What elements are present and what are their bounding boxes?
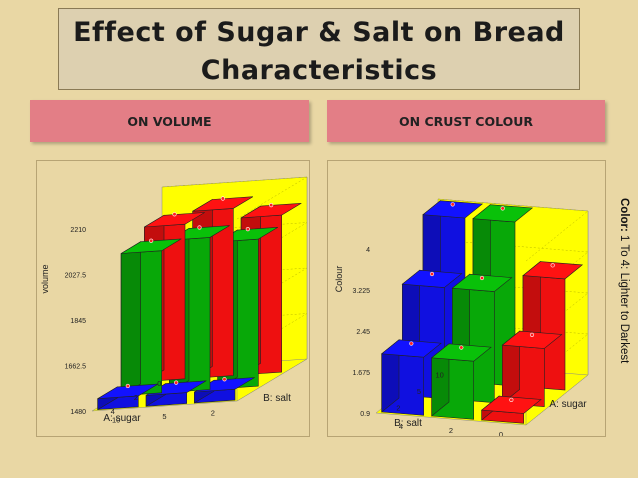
bar-face-top xyxy=(120,238,182,254)
volume-3d-bar-chart: 1480 1662.5 1845 2027.5 2210 10 5 2 4 2 0 volume A: … xyxy=(40,176,308,424)
z-tick-label: 3.225 xyxy=(352,288,370,295)
bar-face-top xyxy=(430,343,492,362)
design-point-marker xyxy=(125,383,130,389)
y-tick-label: 10 xyxy=(435,370,443,379)
banner-on-crust-colour: ON CRUST COLOUR xyxy=(327,100,605,142)
x-axis-title: A: sugar xyxy=(103,413,141,424)
bar-8 xyxy=(120,238,182,397)
z-axis-title: volume xyxy=(40,264,50,293)
bar-9 xyxy=(380,339,442,416)
wall-gridline xyxy=(161,313,308,356)
design-point-marker xyxy=(409,341,414,346)
banner-on-crust-colour-label: ON CRUST COLOUR xyxy=(399,113,533,129)
design-point-marker xyxy=(529,332,535,337)
bar-face-top xyxy=(480,395,542,414)
x-axis-title: B: salt xyxy=(394,418,422,429)
x-tick-label: 5 xyxy=(162,412,166,421)
y-tick-label: 0 xyxy=(157,379,161,388)
z-tick-label: 1845 xyxy=(70,318,86,325)
z-tick-label: 4 xyxy=(366,247,370,254)
bar-face-top xyxy=(97,383,159,399)
bar-face-top xyxy=(240,203,302,219)
x-tick-label: 4 xyxy=(399,422,403,431)
title-line-1: Effect of Sugar & Salt on Bread xyxy=(73,17,565,48)
bar-face-top xyxy=(472,204,534,223)
y-axis-title: B: salt xyxy=(263,393,291,404)
z-tick-label: 1.675 xyxy=(352,370,370,377)
y-tick-label: 5 xyxy=(417,387,421,396)
bar-face-top xyxy=(501,330,563,349)
x-tick-label: 2 xyxy=(449,426,453,435)
colour-scale-rest: 1 To 4: Lighter to Darkest xyxy=(618,231,630,364)
bar-face-top xyxy=(144,212,205,228)
banner-on-volume-label: ON VOLUME xyxy=(127,113,212,129)
z-tick-label: 1662.5 xyxy=(65,364,87,371)
design-point-marker xyxy=(509,397,514,403)
design-point-marker xyxy=(149,238,154,243)
bar-6 xyxy=(480,395,542,424)
colour-scale-text: Color: 1 To 4: Lighter to Darkest xyxy=(618,198,630,363)
y-tick-label: 2 xyxy=(134,393,138,402)
design-point-marker xyxy=(450,202,455,207)
banner-on-volume: ON VOLUME xyxy=(30,100,309,142)
bar-8 xyxy=(430,343,492,420)
z-tick-label: 1480 xyxy=(70,409,86,416)
design-point-marker xyxy=(500,206,505,211)
y-axis-title: A: sugar xyxy=(549,399,587,410)
design-point-marker xyxy=(269,203,274,208)
design-point-marker xyxy=(550,263,555,268)
colour-scale-note: Color: 1 To 4: Lighter to Darkest xyxy=(615,198,633,408)
title-box: Effect of Sugar & Salt on Bread Characte… xyxy=(58,8,580,90)
bar-face-side xyxy=(120,241,141,397)
design-point-marker xyxy=(245,227,250,232)
x-tick-label: 0 xyxy=(499,430,503,436)
bar-9 xyxy=(97,383,159,411)
bar-face-top xyxy=(422,200,484,219)
bar-face-top xyxy=(451,273,513,292)
title-line-2: Characteristics xyxy=(200,55,438,86)
z-axis-title: Colour xyxy=(334,266,344,293)
design-point-marker xyxy=(479,275,485,281)
wall-gridline xyxy=(161,176,308,220)
volume-chart-panel: 1480 1662.5 1845 2027.5 2210 10 5 2 4 2 0 volume A: … xyxy=(36,160,310,437)
design-point-marker xyxy=(220,196,225,201)
crust-colour-chart-panel: 0.9 1.675 2.45 3.225 4 4 2 0 2 5 10 Colour B: salt A:… xyxy=(327,160,606,439)
wall-gridline xyxy=(161,267,308,311)
crust-colour-3d-bar-chart: 0.9 1.675 2.45 3.225 4 4 2 0 2 5 10 Colour B: salt A:… xyxy=(334,198,589,439)
design-point-marker xyxy=(197,225,202,230)
design-point-marker xyxy=(429,271,435,277)
bar-face-top xyxy=(401,269,463,288)
z-tick-label: 0.9 xyxy=(360,411,370,418)
bar-face-top xyxy=(192,196,254,212)
wall-gridline xyxy=(161,222,308,265)
y-tick-label: 2 xyxy=(396,404,400,413)
design-point-marker xyxy=(174,380,179,385)
design-point-marker xyxy=(222,377,227,382)
design-point-marker xyxy=(172,212,177,217)
z-tick-label: 2027.5 xyxy=(65,273,87,280)
bar-face-top xyxy=(380,339,442,358)
y-tick-label: 4 xyxy=(111,407,115,416)
bar-3 xyxy=(501,330,563,408)
bar-face-top xyxy=(522,261,584,280)
z-tick-label: 2210 xyxy=(70,227,86,234)
colour-scale-bold: Color: xyxy=(618,198,630,232)
z-tick-label: 2.45 xyxy=(356,329,370,336)
design-point-marker xyxy=(459,345,464,350)
x-tick-label: 2 xyxy=(211,409,215,418)
x-tick-label: 10 xyxy=(112,415,120,424)
